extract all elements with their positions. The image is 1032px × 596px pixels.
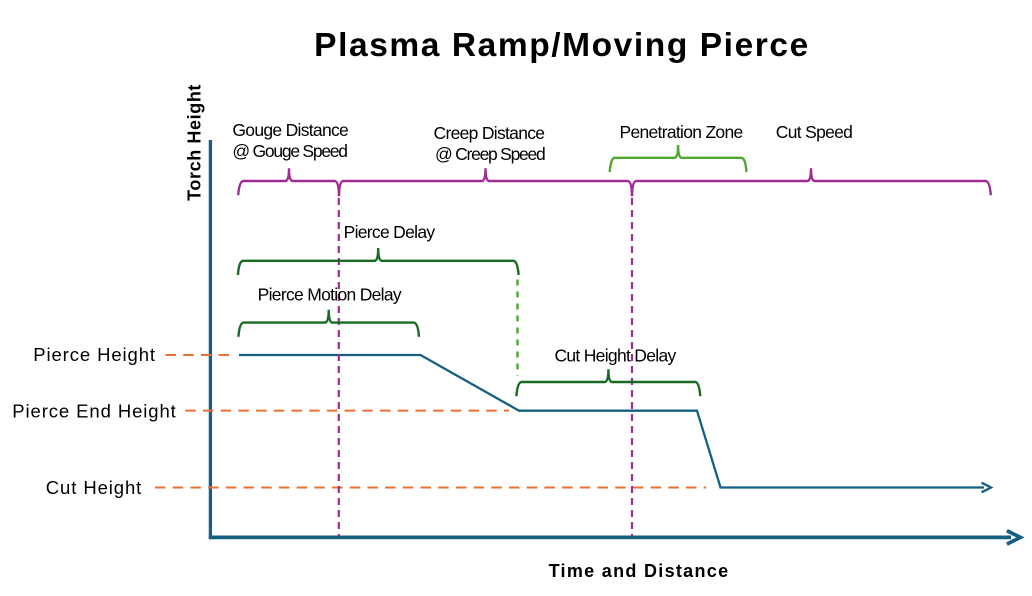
svg-text:Pierce End Height: Pierce End Height [12, 401, 176, 422]
svg-text:Torch Height: Torch Height [185, 84, 205, 201]
svg-text:@ Creep Speed: @ Creep Speed [435, 144, 545, 164]
svg-text:Gouge Distance: Gouge Distance [232, 120, 348, 140]
svg-text:Cut Height: Cut Height [46, 477, 142, 498]
svg-text:Cut Speed: Cut Speed [776, 122, 852, 142]
svg-text:Cut Height Delay: Cut Height Delay [554, 346, 676, 366]
svg-text:Penetration Zone: Penetration Zone [619, 122, 742, 142]
svg-text:Plasma Ramp/Moving Pierce: Plasma Ramp/Moving Pierce [314, 27, 810, 64]
svg-text:Creep Distance: Creep Distance [434, 123, 545, 143]
svg-text:Time and Distance: Time and Distance [549, 561, 730, 581]
svg-text:@ Gouge Speed: @ Gouge Speed [232, 141, 347, 161]
svg-text:Pierce Delay: Pierce Delay [344, 222, 436, 242]
svg-text:Pierce Height: Pierce Height [33, 344, 156, 365]
svg-text:Pierce Motion Delay: Pierce Motion Delay [258, 284, 402, 304]
